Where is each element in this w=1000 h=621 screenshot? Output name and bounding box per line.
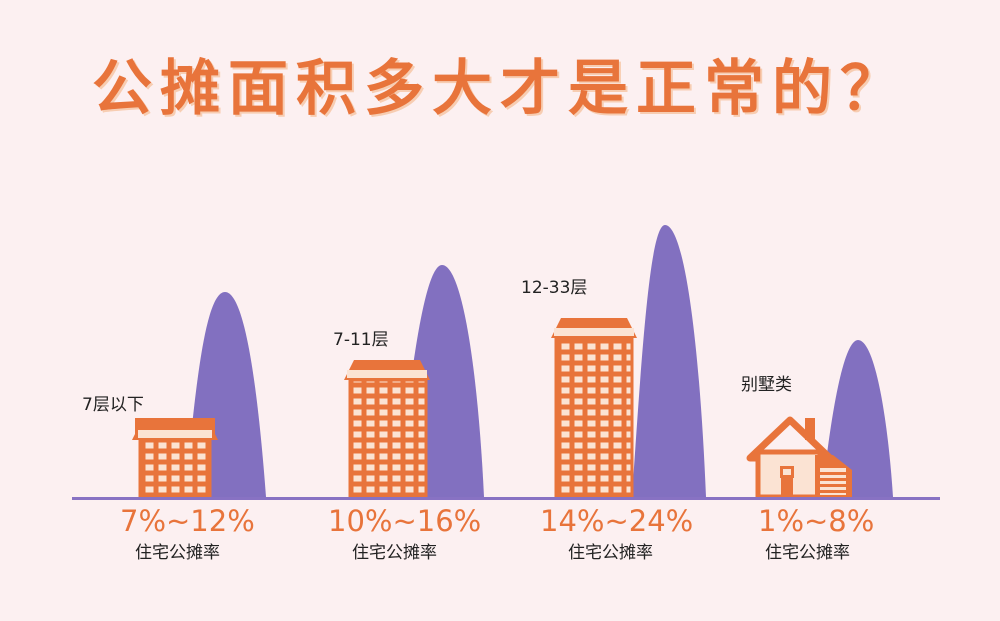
rate-caption-4: 住宅公摊率 xyxy=(765,543,850,563)
rate-value-2: 10%~16% xyxy=(328,504,482,538)
high-rise-building-icon xyxy=(551,318,637,499)
low-rise-building-icon xyxy=(132,418,218,499)
floors-label-1: 7层以下 xyxy=(82,395,144,415)
ground-line xyxy=(72,497,940,500)
page-title: 公摊面积多大才是正常的？ xyxy=(92,54,908,124)
villa-house-icon xyxy=(746,416,852,500)
floors-label-3: 12-33层 xyxy=(521,278,588,298)
mid-rise-building-icon xyxy=(344,360,430,499)
peak-shape-4 xyxy=(822,340,893,497)
rate-value-4: 1%~8% xyxy=(758,504,875,538)
rate-value-1: 7%~12% xyxy=(120,504,255,538)
rate-caption-3: 住宅公摊率 xyxy=(568,543,653,563)
peak-shape-3 xyxy=(632,225,706,497)
rate-value-3: 14%~24% xyxy=(540,504,694,538)
rate-caption-2: 住宅公摊率 xyxy=(352,543,437,563)
floors-label-4: 别墅类 xyxy=(741,375,792,395)
floors-label-2: 7-11层 xyxy=(333,330,389,350)
rate-caption-1: 住宅公摊率 xyxy=(135,543,220,563)
